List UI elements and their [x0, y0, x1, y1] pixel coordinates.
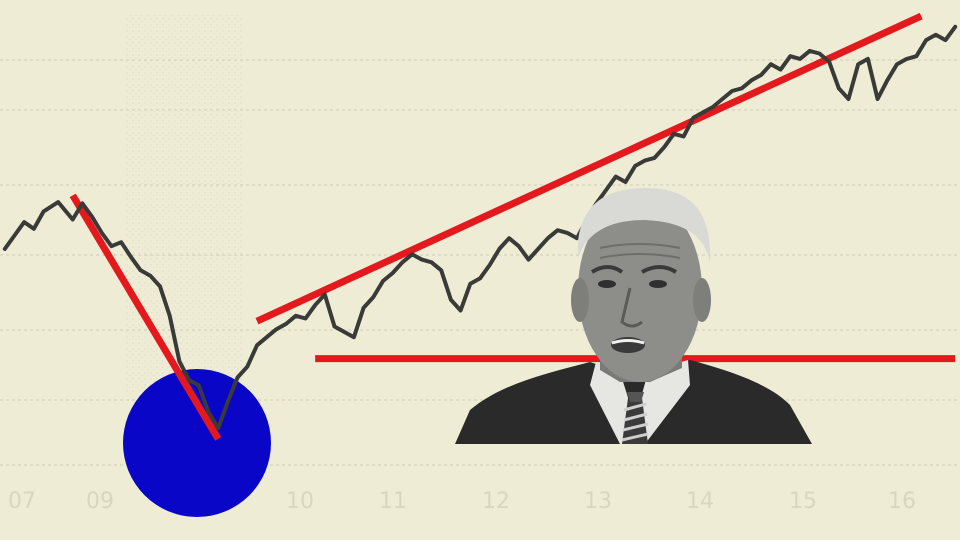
decline-trendline — [69, 193, 222, 441]
x-tick-label: 14 — [686, 489, 714, 514]
x-tick-label: 16 — [888, 489, 916, 514]
x-tick-label: 15 — [789, 489, 817, 514]
gridlines — [0, 59, 960, 466]
x-tick-label: 12 — [482, 489, 510, 514]
x-tick-label: 10 — [286, 489, 314, 514]
recovery-trendline — [255, 12, 923, 325]
x-tick-label: 07 — [8, 489, 36, 514]
x-tick-label: 09 — [86, 489, 114, 514]
x-tick-label: 13 — [584, 489, 612, 514]
low-point-circle — [123, 369, 271, 517]
x-tick-label: 11 — [379, 489, 407, 514]
series-line — [2, 24, 958, 431]
x-axis-labels: 07 09 10 11 12 13 14 15 16 — [8, 489, 916, 514]
person-portrait — [455, 188, 812, 444]
speckle-texture — [125, 15, 243, 395]
